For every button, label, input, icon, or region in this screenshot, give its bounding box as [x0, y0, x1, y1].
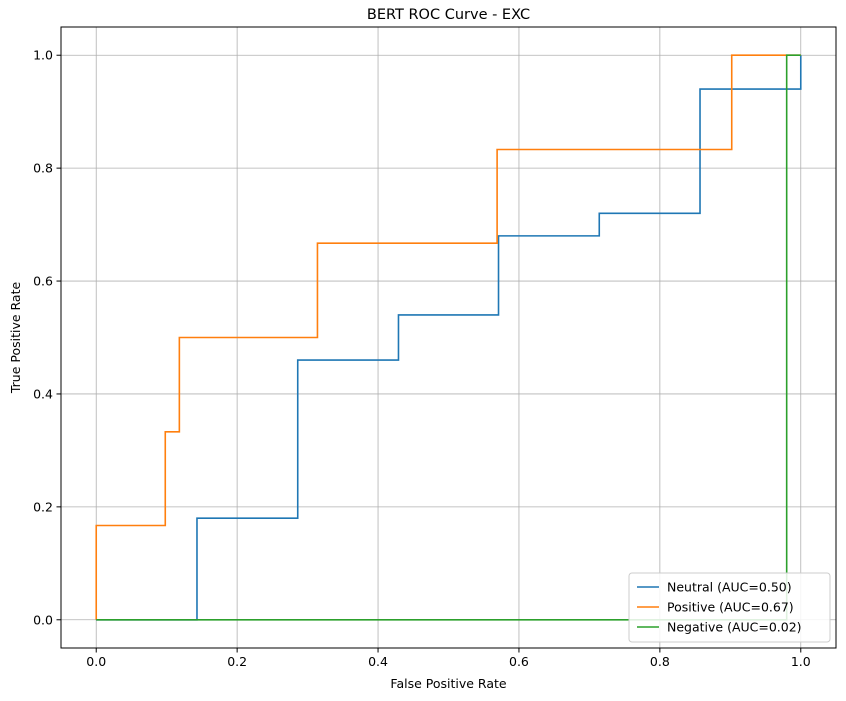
- legend-label: Negative (AUC=0.02): [667, 620, 802, 635]
- x-tick-label: 0.4: [368, 654, 388, 669]
- y-tick-label: 1.0: [33, 48, 53, 63]
- x-tick-label: 0.8: [650, 654, 670, 669]
- series-lines: [95, 54, 802, 621]
- plot-frame: [60, 26, 837, 649]
- y-tick-label: 0.8: [33, 161, 53, 176]
- y-axis-ticks: 0.0 0.2 0.4 0.6 0.8 1.0: [33, 48, 61, 627]
- x-tick-label: 0.0: [86, 654, 106, 669]
- x-tick-label: 1.0: [791, 654, 811, 669]
- series-line-neutral: [96, 55, 802, 621]
- grid-lines: [61, 27, 836, 648]
- series-line-positive: [95, 54, 801, 620]
- y-tick-label: 0.0: [33, 612, 53, 627]
- y-tick-label: 0.4: [33, 386, 53, 401]
- x-axis-label: False Positive Rate: [390, 676, 506, 691]
- legend-label: Neutral (AUC=0.50): [667, 580, 792, 595]
- legend-box: [628, 572, 831, 643]
- y-tick-label: 0.6: [33, 274, 53, 289]
- x-tick-label: 0.2: [227, 654, 247, 669]
- series-line-negative: [96, 54, 801, 621]
- y-tick-label: 0.2: [33, 499, 53, 514]
- x-tick-label: 0.6: [509, 654, 529, 669]
- legend: Neutral (AUC=0.50) Positive (AUC=0.67) Neg…: [628, 572, 831, 643]
- legend-label: Positive (AUC=0.67): [667, 600, 794, 615]
- x-axis-ticks: 0.0 0.2 0.4 0.6 0.8 1.0: [86, 648, 811, 669]
- chart-title: BERT ROC Curve - EXC: [367, 7, 530, 23]
- y-axis-label: True Positive Rate: [8, 282, 23, 395]
